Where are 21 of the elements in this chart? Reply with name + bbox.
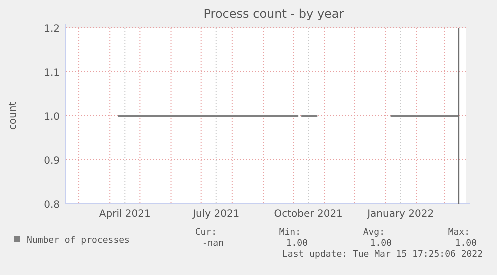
text: 1.00 [370,239,392,249]
x-tick-label: October 2021 [274,209,343,220]
x-tick-label: January 2022 [366,209,434,220]
y-axis-title: count [8,102,19,130]
text: Cur: [195,228,217,238]
x-tick-label: July 2021 [192,209,240,220]
y-tick-label: 0.8 [44,200,60,211]
text: Last update: Tue Mar 15 17:25:06 2022 [282,250,483,260]
y-tick-label: 0.9 [44,156,60,167]
y-tick-label: 1.1 [44,68,60,79]
text: 1.00 [286,239,308,249]
legend-label: Number of processes [27,236,130,246]
x-tick-label: April 2021 [99,209,151,220]
text: Max: [448,228,470,238]
text: Avg: [363,228,385,238]
text: 1.00 [455,239,477,249]
text: Min: [279,228,301,238]
y-tick-label: 1.2 [44,24,60,35]
chart-title: Process count - by year [204,7,344,21]
text: -nan [202,239,224,249]
y-tick-label: 1.0 [44,112,60,123]
